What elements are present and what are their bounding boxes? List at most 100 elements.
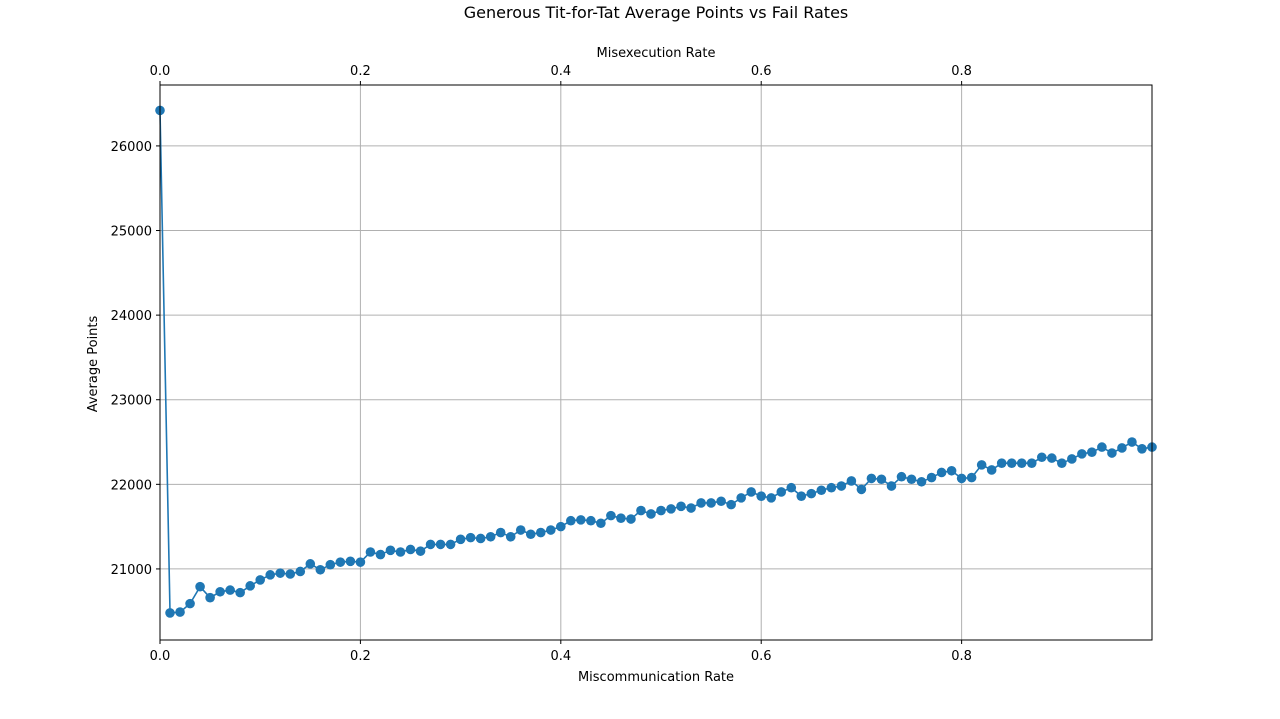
data-point [465,532,476,543]
data-point [986,465,997,475]
y-tick-label: 24000 [111,309,152,324]
data-point [846,476,857,486]
data-point [856,484,867,495]
data-point [1097,442,1107,452]
data-point [636,505,646,516]
data-point [365,547,376,557]
data-point [616,513,626,523]
x-tick-label: 0.4 [550,649,571,664]
data-point [245,581,255,591]
data-point [215,586,225,597]
data-point [666,504,676,514]
chart-title: Generous Tit-for-Tat Average Points vs F… [464,3,849,22]
data-point [966,472,977,483]
data-point [1026,458,1037,468]
data-point [1087,447,1097,457]
data-point [435,539,446,550]
data-point [335,557,346,567]
data-point [726,499,736,510]
data-point [235,587,245,598]
top-x-tick-label: 0.8 [951,64,972,79]
data-point [746,487,756,497]
data-point [1016,458,1027,468]
data-point [1057,458,1067,468]
data-point [415,546,426,556]
data-point [996,458,1007,468]
series-layer [155,105,1157,618]
top-x-tick-label: 0.2 [350,64,371,79]
data-point [1137,443,1147,454]
data-point [596,518,606,529]
data-point [946,465,957,476]
data-point [576,515,586,525]
axis-layer: 0.0 0.0 0.2 0.2 0.4 0.4 0.6 0.6 0.8 0.8 21000 22000… [111,64,1153,664]
data-point [816,485,827,496]
data-point [1077,449,1087,459]
x-tick-label: 0.2 [350,649,371,664]
data-point [545,525,556,535]
data-point [515,525,526,535]
top-x-tick-label: 0.6 [751,64,772,79]
data-point [786,482,797,493]
data-point [525,529,536,540]
top-x-tick-label: 0.0 [150,64,171,79]
data-point [976,460,987,470]
data-point [756,491,767,501]
data-point [205,592,215,603]
data-point [305,559,316,569]
data-point [766,493,777,503]
data-point [385,545,396,556]
data-point [165,608,175,618]
data-point [796,491,807,501]
data-point [1036,452,1047,463]
data-point [866,473,877,484]
data-point [1006,458,1017,468]
data-point [355,557,366,567]
top-x-tick-label: 0.4 [550,64,571,79]
data-point [656,505,666,516]
data-point [175,607,185,617]
data-point [405,544,416,555]
data-point [375,549,386,560]
data-point [315,564,326,575]
data-point [455,534,466,545]
data-point [886,481,897,491]
data-point [505,531,516,542]
y-tick-label: 26000 [111,140,152,155]
data-point [495,527,506,538]
data-point [425,539,436,550]
x-axis-label: Miscommunication Rate [578,670,734,685]
data-point [736,493,746,503]
data-point [1046,453,1057,463]
data-point [826,482,837,493]
data-point [896,471,907,482]
data-point [255,575,266,585]
y-tick-label: 22000 [111,478,152,493]
grid-layer [159,85,1152,640]
data-point [1067,454,1077,464]
data-point [876,474,887,485]
data-point [1117,443,1127,453]
y-tick-label: 21000 [111,563,152,578]
data-point [676,501,686,512]
y-tick-label: 23000 [111,394,152,409]
data-point [806,488,817,499]
data-point [606,510,616,521]
data-point [776,487,787,497]
data-point [285,569,296,579]
data-point [916,476,927,487]
data-point [586,515,596,526]
data-point [696,498,706,508]
data-point [275,568,286,578]
x-tick-label: 0.6 [751,649,772,664]
data-point [265,570,276,580]
data-point [485,531,496,542]
y-axis-label: Average Points [86,315,101,412]
data-point [706,498,716,508]
data-point [956,473,967,484]
data-point [716,496,726,507]
y-tick-label: 25000 [111,225,152,240]
data-point [225,585,235,595]
data-point [1107,448,1117,458]
